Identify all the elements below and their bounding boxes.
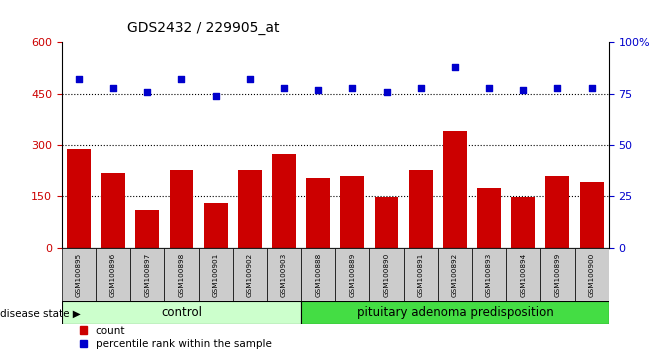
Bar	[62, 301, 301, 324]
Bar	[233, 248, 267, 303]
Bar	[169, 170, 193, 248]
Bar	[301, 301, 609, 324]
Text: GSM100892: GSM100892	[452, 253, 458, 297]
Text: control: control	[161, 306, 202, 319]
Bar	[506, 248, 540, 303]
Point	[279, 85, 289, 91]
Bar	[374, 197, 398, 248]
Text: GSM100899: GSM100899	[555, 253, 561, 297]
Point	[74, 76, 84, 82]
Point	[552, 85, 562, 91]
Text: GSM100902: GSM100902	[247, 253, 253, 297]
Bar	[101, 173, 125, 248]
Bar	[409, 170, 433, 248]
Text: pituitary adenoma predisposition: pituitary adenoma predisposition	[357, 306, 553, 319]
Text: GSM100901: GSM100901	[213, 253, 219, 297]
Bar	[477, 188, 501, 248]
Point	[518, 87, 529, 92]
Bar	[340, 176, 365, 248]
Point	[210, 93, 221, 99]
Bar	[404, 248, 437, 303]
Bar	[164, 248, 199, 303]
Point	[347, 85, 357, 91]
Bar	[511, 197, 535, 248]
Bar	[546, 176, 570, 248]
Point	[142, 89, 152, 95]
Point	[245, 76, 255, 82]
Bar	[204, 203, 228, 248]
Text: disease state ▶: disease state ▶	[0, 308, 81, 318]
Text: GSM100890: GSM100890	[383, 253, 389, 297]
Text: GSM100900: GSM100900	[589, 253, 594, 297]
Point	[176, 76, 187, 82]
Legend: count, percentile rank within the sample: count, percentile rank within the sample	[80, 326, 271, 349]
Bar	[96, 248, 130, 303]
Bar	[272, 154, 296, 248]
Text: GDS2432 / 229905_at: GDS2432 / 229905_at	[127, 21, 279, 35]
Point	[415, 85, 426, 91]
Text: GSM100903: GSM100903	[281, 253, 287, 297]
Bar	[135, 210, 159, 248]
Text: GSM100895: GSM100895	[76, 253, 82, 297]
Bar	[575, 248, 609, 303]
Bar	[370, 248, 404, 303]
Bar	[579, 182, 603, 248]
Bar	[335, 248, 370, 303]
Text: GSM100897: GSM100897	[145, 253, 150, 297]
Point	[587, 85, 597, 91]
Point	[313, 87, 324, 92]
Text: GSM100898: GSM100898	[178, 253, 184, 297]
Bar	[199, 248, 233, 303]
Bar	[62, 248, 96, 303]
Point	[381, 89, 392, 95]
Bar	[267, 248, 301, 303]
Text: GSM100893: GSM100893	[486, 253, 492, 297]
Text: GSM100896: GSM100896	[110, 253, 116, 297]
Point	[108, 85, 118, 91]
Point	[450, 64, 460, 70]
Bar	[301, 248, 335, 303]
Bar	[306, 178, 330, 248]
Bar	[67, 149, 91, 248]
Bar	[437, 248, 472, 303]
Bar	[443, 131, 467, 248]
Text: GSM100888: GSM100888	[315, 253, 321, 297]
Point	[484, 85, 494, 91]
Bar	[472, 248, 506, 303]
Bar	[238, 170, 262, 248]
Text: GSM100891: GSM100891	[418, 253, 424, 297]
Bar	[540, 248, 575, 303]
Bar	[130, 248, 164, 303]
Text: GSM100889: GSM100889	[350, 253, 355, 297]
Text: GSM100894: GSM100894	[520, 253, 526, 297]
